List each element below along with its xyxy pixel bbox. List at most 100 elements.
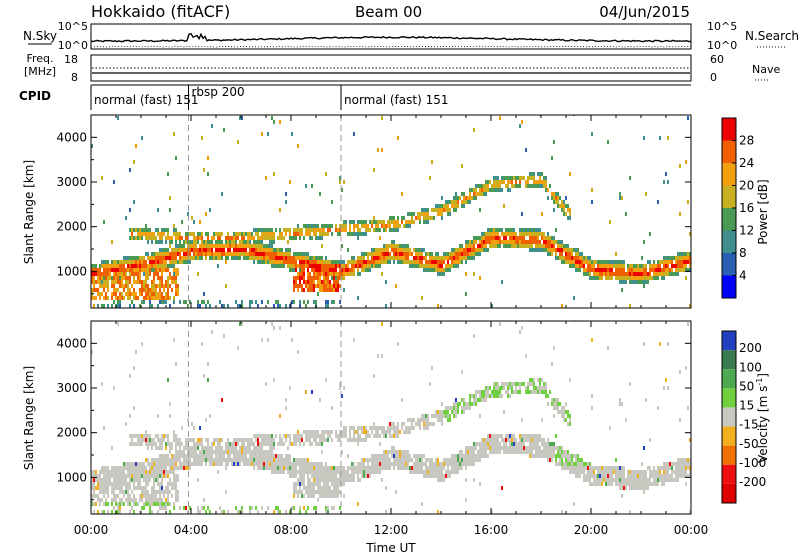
power-cell xyxy=(625,276,627,280)
velocity-cell xyxy=(135,502,137,506)
power-cell xyxy=(171,252,173,256)
velocity-cell xyxy=(629,510,631,514)
power-cell xyxy=(439,256,441,260)
power-cell xyxy=(139,280,141,284)
power-cell xyxy=(409,248,411,252)
velocity-cell xyxy=(397,342,399,346)
velocity-cell xyxy=(199,426,201,430)
power-cell xyxy=(501,176,503,180)
power-cell xyxy=(385,280,387,284)
power-cell xyxy=(465,252,467,256)
velocity-cell xyxy=(543,438,545,442)
velocity-cell xyxy=(409,470,411,474)
velocity-cell xyxy=(291,470,293,474)
velocity-cell xyxy=(123,494,125,498)
power-cell xyxy=(449,252,451,256)
velocity-cell xyxy=(97,486,99,490)
velocity-cell xyxy=(623,478,625,482)
power-cell xyxy=(631,280,633,284)
power-cell xyxy=(473,196,475,200)
velocity-cell xyxy=(633,474,635,478)
velocity-cell xyxy=(435,458,437,462)
velocity-cell xyxy=(143,474,145,478)
velocity-cell xyxy=(457,406,459,410)
velocity-cell xyxy=(129,498,131,502)
velocity-cell xyxy=(589,466,591,470)
power-cell xyxy=(663,276,665,280)
velocity-cell xyxy=(393,446,395,450)
velocity-cell xyxy=(395,434,397,438)
velocity-cell xyxy=(521,450,523,454)
velocity-cell xyxy=(537,442,539,446)
velocity-cell xyxy=(563,410,565,414)
power-cell xyxy=(447,264,449,268)
velocity-cell xyxy=(313,466,315,470)
velocity-cell xyxy=(433,470,435,474)
power-cell xyxy=(467,252,469,256)
power-cell xyxy=(517,176,519,180)
velocity-cell xyxy=(593,478,595,482)
power-cell xyxy=(299,272,301,276)
velocity-cell xyxy=(295,458,297,462)
velocity-cell xyxy=(591,406,593,410)
power-cell xyxy=(197,232,199,236)
power-cell xyxy=(577,256,579,260)
velocity-cell xyxy=(549,450,551,454)
power-cell xyxy=(297,224,299,228)
velocity-cell xyxy=(197,462,199,466)
power-cell xyxy=(381,148,383,152)
velocity-cell xyxy=(335,494,337,498)
power-cell xyxy=(331,300,333,304)
power-cell xyxy=(147,236,149,240)
velocity-cell xyxy=(533,438,535,442)
velocity-cell xyxy=(421,418,423,422)
power-cell xyxy=(653,264,655,268)
power-cell xyxy=(389,252,391,256)
velocity-cell xyxy=(129,470,131,474)
power-cell xyxy=(181,260,183,264)
power-cell xyxy=(125,260,127,264)
power-cell xyxy=(379,236,381,240)
velocity-cell xyxy=(597,482,599,486)
velocity-cell xyxy=(605,478,607,482)
velocity-cell xyxy=(297,434,299,438)
power-cell xyxy=(437,252,439,256)
power-cell xyxy=(97,276,99,280)
velocity-cell xyxy=(111,482,113,486)
power-cell xyxy=(327,232,329,236)
power-cell xyxy=(321,260,323,264)
velocity-cell xyxy=(447,470,449,474)
power-cell xyxy=(279,208,281,212)
velocity-cell xyxy=(371,458,373,462)
velocity-cell xyxy=(261,466,263,470)
velocity-cell xyxy=(311,474,313,478)
power-cell xyxy=(393,260,395,264)
power-cell xyxy=(209,248,211,252)
power-cell xyxy=(521,176,523,180)
velocity-cell xyxy=(201,462,203,466)
power-cell xyxy=(197,252,199,256)
power-cell xyxy=(115,264,117,268)
power-cell xyxy=(299,284,301,288)
velocity-cell xyxy=(259,450,261,454)
power-cell xyxy=(121,280,123,284)
power-cell xyxy=(237,252,239,256)
power-cell xyxy=(647,272,649,276)
velocity-cell xyxy=(113,486,115,490)
velocity-cell xyxy=(533,454,535,458)
power-cell xyxy=(313,224,315,228)
velocity-cell xyxy=(155,502,157,506)
power-cell xyxy=(197,248,199,252)
power-cell xyxy=(113,284,115,288)
velocity-cell xyxy=(477,450,479,454)
power-cell xyxy=(293,268,295,272)
velocity-cell xyxy=(399,466,401,470)
velocity-cell xyxy=(425,422,427,426)
velocity-cell xyxy=(307,466,309,470)
velocity-cell xyxy=(213,438,215,442)
power-cell xyxy=(643,264,645,268)
power-cell xyxy=(633,268,635,272)
power-cell xyxy=(239,256,241,260)
power-cell xyxy=(381,256,383,260)
power-cell xyxy=(295,276,297,280)
